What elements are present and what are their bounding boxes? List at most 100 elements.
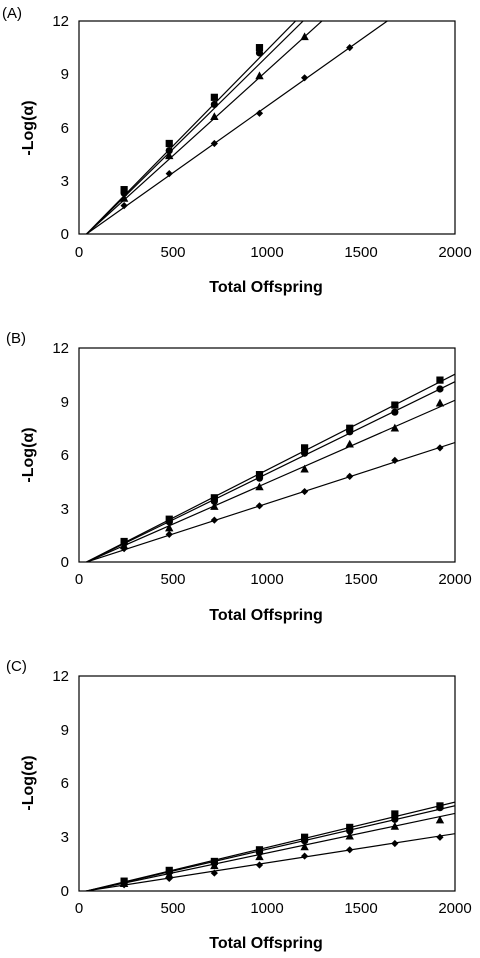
panel-a-y-tick-labels: 0 3 6 9 12 [52, 13, 69, 243]
panel-b-diamond-point [346, 472, 354, 480]
panel-c-y-tick-labels: 0 3 6 9 12 [52, 668, 69, 900]
panel-b-triangle-point [300, 464, 309, 473]
panel-c-diamond-point [210, 869, 218, 877]
panel-b-y-tick-9: 9 [61, 394, 69, 411]
panel-a-x-tick-1000: 1000 [250, 244, 283, 261]
panel-c-diamond-point [255, 861, 264, 869]
panel-c-x-tick-1000: 1000 [250, 900, 283, 917]
panel-a-diamond-point [210, 139, 218, 148]
panel-b-y-tick-12: 12 [52, 340, 69, 357]
panel-b-circle-point [301, 449, 309, 457]
panel-b-diamond-point [301, 487, 309, 496]
panel-c-y-tick-6: 6 [61, 775, 69, 792]
panel-b-y-tick-0: 0 [61, 554, 69, 571]
panel-c-circle-point [391, 815, 399, 823]
panel-c-y-axis-title: -Log(α) [20, 755, 37, 810]
panel-b-diamond-point [120, 545, 128, 553]
panel-b-square-point [436, 376, 444, 384]
panel-a-triangle-point [119, 193, 129, 202]
panel-b-circle-point [346, 428, 354, 436]
panel-c-diamond-point [301, 852, 309, 860]
panel-c-diamond-point [120, 881, 128, 889]
panel-a-plot-area [78, 20, 456, 235]
panel-c-y-tick-12: 12 [52, 668, 69, 685]
panel-b-circle-point [255, 474, 264, 482]
panel-c-circle-point [301, 837, 309, 845]
panel-a-x-tick-labels: 0 500 1000 1500 2000 [75, 244, 472, 261]
panel-a-data-points [119, 32, 354, 210]
panel-a-square-point [165, 139, 173, 148]
panel-a-diamond-fit-line [85, 21, 389, 234]
panel-b-x-tick-2000: 2000 [438, 571, 471, 588]
panel-b-circle-point [210, 497, 218, 505]
panel-a-triangle-point [255, 71, 264, 80]
panel-b-y-tick-labels: 0 3 6 9 12 [52, 340, 69, 571]
panel-a-fit-lines [85, 21, 389, 234]
panel-b-x-tick-labels: 0 500 1000 1500 2000 [75, 571, 472, 588]
panel-b-diamond-fit-line [84, 441, 455, 562]
panel-a-triangle-point [165, 151, 174, 160]
panel-b-triangle-point [345, 439, 354, 448]
panel-b-triangle-point [165, 523, 174, 532]
panel-b-data-points [119, 376, 445, 553]
panel-a-x-tick-0: 0 [75, 244, 83, 261]
panel-c-triangle-point [390, 821, 400, 830]
panel-c-triangle-point [300, 842, 309, 851]
panel-c-triangle-point [255, 852, 264, 861]
panel-a-diamond-point [255, 109, 264, 117]
panel-b-circle-point [165, 518, 173, 526]
panel-c-triangle-point [435, 815, 445, 824]
panel-b-label: (B) [6, 330, 26, 347]
panel-a-triangle-point [210, 112, 219, 121]
panel-a-y-tick-3: 3 [61, 173, 69, 190]
panel-c-diamond-point [346, 846, 354, 854]
panel-c-y-tick-0: 0 [61, 883, 69, 900]
panel-b-x-tick-1000: 1000 [250, 571, 283, 588]
panel-b-square-fit-line [85, 373, 455, 562]
panel-b-diamond-point [210, 516, 218, 524]
panel-a-y-tick-0: 0 [61, 226, 69, 243]
panel-c-x-tick-labels: 0 500 1000 1500 2000 [75, 900, 472, 917]
panel-c-plot-area [78, 675, 456, 892]
panel-b-y-tick-6: 6 [61, 447, 69, 464]
panel-c-x-tick-500: 500 [160, 900, 185, 917]
panel-b-y-axis-title: -Log(α) [20, 427, 37, 482]
panel-c-circle-point [346, 827, 354, 835]
panel-b-diamond-point [391, 456, 399, 464]
panel-b-triangle-point [255, 482, 264, 491]
panel-a-y-tick-9: 9 [61, 66, 69, 83]
panel-a-square-point [210, 93, 218, 101]
panel-c-y-tick-3: 3 [61, 829, 69, 846]
panel-c: (C) 0 500 1000 1500 2000 0 3 6 9 12 Tota… [6, 658, 472, 952]
panel-a-x-axis-title: Total Offspring [209, 279, 322, 296]
panel-a-diamond-point [346, 44, 354, 52]
panel-a-label: (A) [2, 5, 22, 22]
panel-c-x-tick-0: 0 [75, 900, 83, 917]
panel-b-circle-point [436, 385, 444, 393]
panel-b-fit-lines [84, 373, 455, 562]
panel-b-circle-point [391, 408, 399, 416]
panel-b-triangle-point [390, 423, 400, 432]
panel-a-x-tick-2000: 2000 [438, 244, 471, 261]
panel-a-circle-point [255, 49, 264, 57]
panel-b: (B) 0 500 1000 1500 2000 0 3 6 9 12 Tota… [6, 330, 472, 624]
panel-a-diamond-point [301, 74, 309, 82]
panel-b-x-tick-0: 0 [75, 571, 83, 588]
panel-b-triangle-point [435, 398, 445, 407]
panel-b-triangle-fit-line [85, 399, 455, 562]
panel-b-y-tick-3: 3 [61, 501, 69, 518]
panel-a-square-fit-line [85, 21, 297, 234]
panel-b-x-tick-1500: 1500 [344, 571, 377, 588]
panel-c-square-point [391, 810, 399, 818]
panel-c-data-points [119, 802, 445, 889]
panel-c-diamond-point [165, 874, 173, 883]
panel-c-y-tick-9: 9 [61, 722, 69, 739]
panel-b-plot-area [78, 347, 456, 563]
panel-c-x-tick-1500: 1500 [344, 900, 377, 917]
panel-b-diamond-point [165, 530, 173, 538]
panel-a-circle-fit-line [85, 21, 304, 234]
panel-a-diamond-point [165, 170, 173, 178]
panel-b-triangle-point [210, 502, 219, 510]
panel-c-fit-lines [82, 801, 455, 891]
panel-c-triangle-point [165, 870, 174, 879]
